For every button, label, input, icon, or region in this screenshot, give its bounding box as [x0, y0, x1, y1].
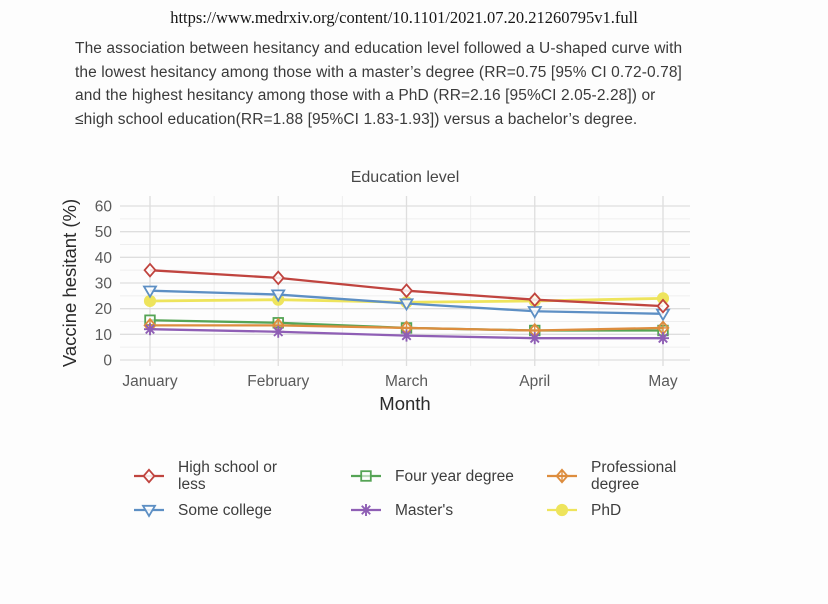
legend-label-phd: PhD — [591, 501, 622, 519]
x-tick-label: May — [648, 373, 678, 390]
series-master-s — [144, 323, 669, 345]
legend-key-open-triangle-down-icon — [134, 504, 164, 518]
legend-key-filled-circle-icon — [547, 503, 577, 517]
series-some-college — [142, 285, 671, 322]
paragraph-line: The association between hesitancy and ed… — [75, 40, 683, 57]
marker-spoke — [361, 505, 371, 515]
data-point-marker — [399, 283, 414, 299]
grid — [120, 196, 690, 366]
education-level-line-chart: 0 10 20 30 40 50 60 January February March April Ma… — [60, 169, 690, 414]
legend-label-master-s: Master's — [395, 501, 454, 519]
paragraph-line: and the highest hesitancy among those wi… — [75, 87, 656, 104]
data-point-marker — [144, 323, 156, 336]
marker-spoke — [145, 324, 155, 335]
chart-title: Education level — [351, 169, 460, 186]
x-axis-title: Month — [379, 393, 430, 414]
data-point-marker — [528, 332, 541, 345]
y-tick-label: 50 — [95, 224, 113, 241]
x-tick-label: March — [385, 373, 428, 390]
data-point-marker — [555, 503, 569, 517]
legend-key-diamond-plus-icon — [547, 468, 577, 484]
data-point-marker — [360, 504, 372, 516]
paragraph-line: ≤high school education(RR=1.88 [95%CI 1.… — [75, 110, 638, 128]
y-tick-label: 40 — [95, 250, 113, 267]
data-point-marker — [143, 262, 157, 278]
data-point-marker — [656, 298, 670, 314]
data-point-marker — [360, 470, 372, 482]
x-tick-label: January — [122, 373, 177, 390]
legend-item-some-college: Some college — [133, 500, 350, 520]
legend-item-four-year-degree: Four year degree — [350, 466, 546, 486]
chart-legend: High school or less Four year degree Profe… — [133, 459, 731, 527]
source-url: https://www.medrxiv.org/content/10.1101/… — [170, 8, 638, 27]
paragraph-line: the lowest hesitancy among those with a … — [75, 63, 682, 81]
marker-spoke — [401, 330, 412, 341]
legend-key-asterisk-icon — [351, 504, 381, 516]
legend-key-open-square-icon — [351, 470, 381, 482]
data-point-marker — [400, 329, 413, 342]
legend-item-master-s: Master's — [350, 500, 546, 520]
legend-item-phd: PhD — [546, 500, 731, 520]
y-tick-label: 20 — [95, 301, 113, 318]
data-point-marker — [555, 468, 569, 484]
x-tick-label: February — [247, 373, 309, 390]
y-tick-label: 10 — [95, 327, 113, 344]
data-point-marker — [270, 289, 286, 303]
data-point-marker — [398, 298, 415, 312]
series-high-school-or-less — [143, 262, 670, 314]
marker-spoke — [529, 333, 540, 344]
y-tick-label: 0 — [103, 353, 112, 370]
x-tick-label: April — [519, 373, 550, 390]
data-point-marker — [142, 468, 156, 484]
summary-paragraph: The association between hesitancy and ed… — [75, 37, 755, 131]
legend-item-high-school-or-less: High school or less — [133, 459, 350, 493]
legend-key-open-diamond-icon — [134, 468, 164, 484]
y-tick-label: 30 — [95, 276, 113, 293]
y-axis-title: Vaccine hesitant (%) — [60, 199, 80, 367]
data-point-marker — [142, 285, 158, 299]
y-tick-label: 60 — [95, 199, 113, 216]
data-point-marker — [272, 325, 285, 338]
data-point-marker — [141, 504, 157, 518]
data-point-marker — [657, 332, 669, 345]
legend-label-professional-degree: Professional degree — [591, 459, 677, 493]
legend-label-four-year-degree: Four year degree — [395, 467, 514, 485]
data-point-marker — [271, 270, 285, 286]
marker-spoke — [273, 326, 284, 337]
legend-label-high-school-or-less: High school or less — [178, 459, 278, 493]
legend-label-some-college: Some college — [178, 501, 272, 519]
marker-spoke — [658, 333, 668, 344]
legend-item-professional-degree: Professional degree — [546, 459, 731, 493]
data-point-marker — [528, 292, 542, 308]
